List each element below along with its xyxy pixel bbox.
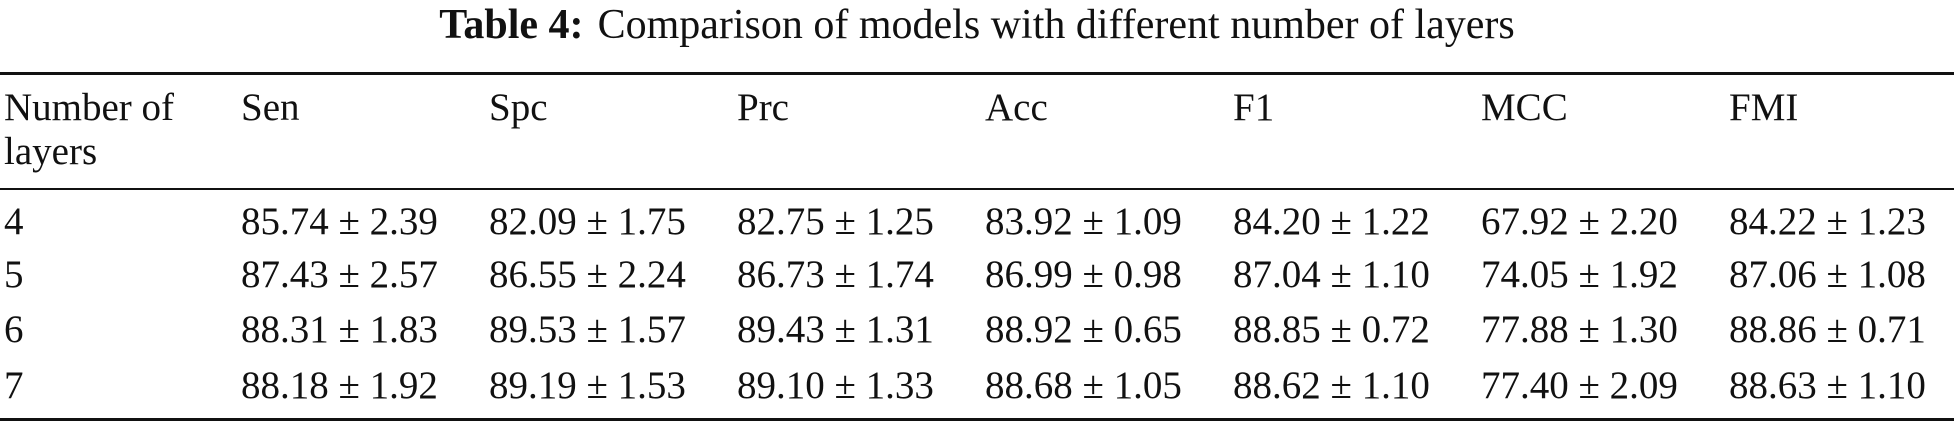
table-cell: 88.63 ± 1.10 bbox=[1729, 364, 1926, 407]
column-header-prc: Prc bbox=[737, 86, 789, 129]
table-cell: 86.55 ± 2.24 bbox=[489, 253, 686, 296]
column-header-mcc: MCC bbox=[1481, 86, 1568, 129]
table-cell: 88.18 ± 1.92 bbox=[241, 364, 438, 407]
table-cell: 74.05 ± 1.92 bbox=[1481, 253, 1678, 296]
table-cell: 88.68 ± 1.05 bbox=[985, 364, 1182, 407]
column-header-line-1: Number of bbox=[4, 86, 175, 129]
table-cell: 7 bbox=[4, 364, 24, 407]
column-header-spc: Spc bbox=[489, 86, 548, 129]
table-cell: 77.88 ± 1.30 bbox=[1481, 308, 1678, 351]
table-cell: 89.10 ± 1.33 bbox=[737, 364, 934, 407]
table-cell: 88.31 ± 1.83 bbox=[241, 308, 438, 351]
table-row: 7 88.18 ± 1.92 89.19 ± 1.53 89.10 ± 1.33… bbox=[0, 360, 1954, 412]
column-header-sen: Sen bbox=[241, 86, 300, 129]
table-cell: 86.73 ± 1.74 bbox=[737, 253, 934, 296]
table-cell: 6 bbox=[4, 308, 24, 351]
table-caption-text: Comparison of models with different numb… bbox=[597, 2, 1515, 48]
table-cell: 82.09 ± 1.75 bbox=[489, 200, 686, 243]
table-cell: 88.62 ± 1.10 bbox=[1233, 364, 1430, 407]
table-cell: 5 bbox=[4, 253, 24, 296]
table-cell: 77.40 ± 2.09 bbox=[1481, 364, 1678, 407]
header-rule bbox=[0, 188, 1954, 190]
table-cell: 86.99 ± 0.98 bbox=[985, 253, 1182, 296]
table-cell: 87.43 ± 2.57 bbox=[241, 253, 438, 296]
table-cell: 82.75 ± 1.25 bbox=[737, 200, 934, 243]
table-cell: 89.43 ± 1.31 bbox=[737, 308, 934, 351]
column-header-acc: Acc bbox=[985, 86, 1048, 129]
table-cell: 67.92 ± 2.20 bbox=[1481, 200, 1678, 243]
table-cell: 89.53 ± 1.57 bbox=[489, 308, 686, 351]
table-cell: 83.92 ± 1.09 bbox=[985, 200, 1182, 243]
column-header-fmi: FMI bbox=[1729, 86, 1799, 129]
bottom-rule bbox=[0, 418, 1954, 421]
table-cell: 84.20 ± 1.22 bbox=[1233, 200, 1430, 243]
table-caption: Table 4: Comparison of models with differ… bbox=[0, 0, 1954, 50]
top-rule bbox=[0, 72, 1954, 75]
column-header-number-of-layers: Number of layers bbox=[4, 86, 174, 174]
table-cell: 4 bbox=[4, 200, 24, 243]
table-cell: 87.04 ± 1.10 bbox=[1233, 253, 1430, 296]
table-cell: 84.22 ± 1.23 bbox=[1729, 200, 1926, 243]
table-row: 4 85.74 ± 2.39 82.09 ± 1.75 82.75 ± 1.25… bbox=[0, 196, 1954, 248]
table-cell: 85.74 ± 2.39 bbox=[241, 200, 438, 243]
table-cell: 88.86 ± 0.71 bbox=[1729, 308, 1926, 351]
table-cell: 88.92 ± 0.65 bbox=[985, 308, 1182, 351]
column-header-f1: F1 bbox=[1233, 86, 1275, 129]
table-cell: 87.06 ± 1.08 bbox=[1729, 253, 1926, 296]
table-row: 6 88.31 ± 1.83 89.53 ± 1.57 89.43 ± 1.31… bbox=[0, 304, 1954, 356]
table-cell: 88.85 ± 0.72 bbox=[1233, 308, 1430, 351]
column-header-line-2: layers bbox=[4, 130, 98, 173]
table-cell: 89.19 ± 1.53 bbox=[489, 364, 686, 407]
table-caption-label: Table 4: bbox=[439, 2, 584, 48]
table-row: 5 87.43 ± 2.57 86.55 ± 2.24 86.73 ± 1.74… bbox=[0, 249, 1954, 301]
